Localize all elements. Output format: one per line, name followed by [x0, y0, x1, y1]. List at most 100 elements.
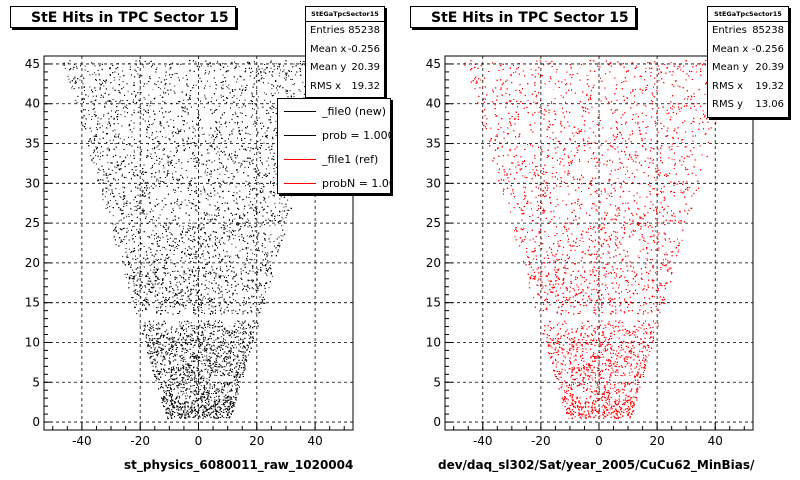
scatter-point	[209, 222, 210, 223]
scatter-point	[150, 325, 151, 326]
scatter-point	[237, 203, 238, 204]
scatter-point	[224, 309, 225, 310]
scatter-point	[222, 152, 223, 153]
scatter-point	[146, 259, 147, 260]
scatter-point	[262, 190, 263, 191]
scatter-point	[185, 383, 186, 384]
scatter-point	[229, 122, 230, 123]
scatter-point	[254, 215, 255, 216]
scatter-point	[222, 361, 223, 362]
scatter-point	[114, 80, 115, 81]
scatter-point	[244, 322, 245, 323]
scatter-point	[228, 358, 229, 359]
scatter-point	[244, 208, 245, 209]
scatter-point	[261, 75, 262, 76]
scatter-point	[264, 72, 265, 73]
scatter-point	[279, 73, 280, 74]
scatter-point	[163, 92, 164, 93]
scatter-point	[119, 79, 120, 80]
scatter-point	[235, 286, 236, 287]
scatter-point	[213, 325, 214, 326]
scatter-point	[190, 294, 191, 295]
scatter-point	[95, 112, 96, 113]
scatter-point	[170, 400, 171, 401]
scatter-point	[103, 96, 104, 97]
scatter-point	[223, 338, 224, 339]
scatter-point	[257, 272, 258, 273]
scatter-point	[262, 123, 263, 124]
scatter-point	[128, 214, 129, 215]
scatter-point	[108, 190, 109, 191]
scatter-point	[195, 145, 196, 146]
scatter-point	[131, 297, 132, 298]
scatter-point	[204, 323, 205, 324]
scatter-point	[243, 327, 244, 328]
scatter-point	[131, 214, 132, 215]
scatter-point	[175, 266, 176, 267]
scatter-point	[158, 351, 159, 352]
scatter-point	[156, 351, 157, 352]
scatter-point	[238, 236, 239, 237]
scatter-point	[113, 215, 114, 216]
scatter-point	[166, 137, 167, 138]
scatter-point	[152, 65, 153, 66]
scatter-point	[163, 359, 164, 360]
scatter-point	[214, 131, 215, 132]
scatter-point	[227, 370, 228, 371]
scatter-point	[287, 200, 288, 201]
scatter-point	[228, 88, 229, 89]
scatter-point	[220, 277, 221, 278]
scatter-point	[233, 129, 234, 130]
scatter-point	[232, 179, 233, 180]
scatter-point	[218, 275, 219, 276]
scatter-point	[188, 200, 189, 201]
scatter-point	[263, 184, 264, 185]
scatter-point	[194, 372, 195, 373]
scatter-point	[103, 151, 104, 152]
scatter-point	[139, 262, 140, 263]
scatter-point	[158, 353, 159, 354]
scatter-point	[184, 252, 185, 253]
scatter-point	[285, 89, 286, 90]
scatter-point	[165, 301, 166, 302]
scatter-point	[125, 157, 126, 158]
scatter-point	[260, 270, 261, 271]
scatter-point	[149, 340, 150, 341]
scatter-point	[195, 413, 196, 414]
scatter-point	[181, 304, 182, 305]
scatter-point	[80, 76, 81, 77]
scatter-point	[270, 265, 271, 266]
scatter-point	[132, 235, 133, 236]
scatter-point	[172, 337, 173, 338]
scatter-point	[216, 63, 217, 64]
scatter-point	[228, 275, 229, 276]
scatter-point	[232, 97, 233, 98]
scatter-point	[215, 405, 216, 406]
scatter-point	[250, 235, 251, 236]
scatter-point	[183, 404, 184, 405]
scatter-point	[203, 380, 204, 381]
scatter-point	[160, 303, 161, 304]
scatter-point	[156, 180, 157, 181]
scatter-point	[209, 135, 210, 136]
scatter-point	[90, 102, 91, 103]
scatter-point	[197, 341, 198, 342]
scatter-point	[271, 193, 272, 194]
scatter-point	[75, 100, 76, 101]
scatter-point	[178, 180, 179, 181]
scatter-point	[235, 344, 236, 345]
scatter-point	[188, 290, 189, 291]
scatter-point	[205, 234, 206, 235]
scatter-point	[136, 299, 137, 300]
scatter-point	[118, 123, 119, 124]
scatter-point	[239, 66, 240, 67]
scatter-point	[150, 331, 151, 332]
scatter-point	[182, 394, 183, 395]
scatter-point	[196, 205, 197, 206]
scatter-point	[106, 191, 107, 192]
scatter-point	[265, 273, 266, 274]
scatter-point	[206, 358, 207, 359]
scatter-point	[185, 248, 186, 249]
scatter-point	[192, 304, 193, 305]
scatter-point	[221, 392, 222, 393]
